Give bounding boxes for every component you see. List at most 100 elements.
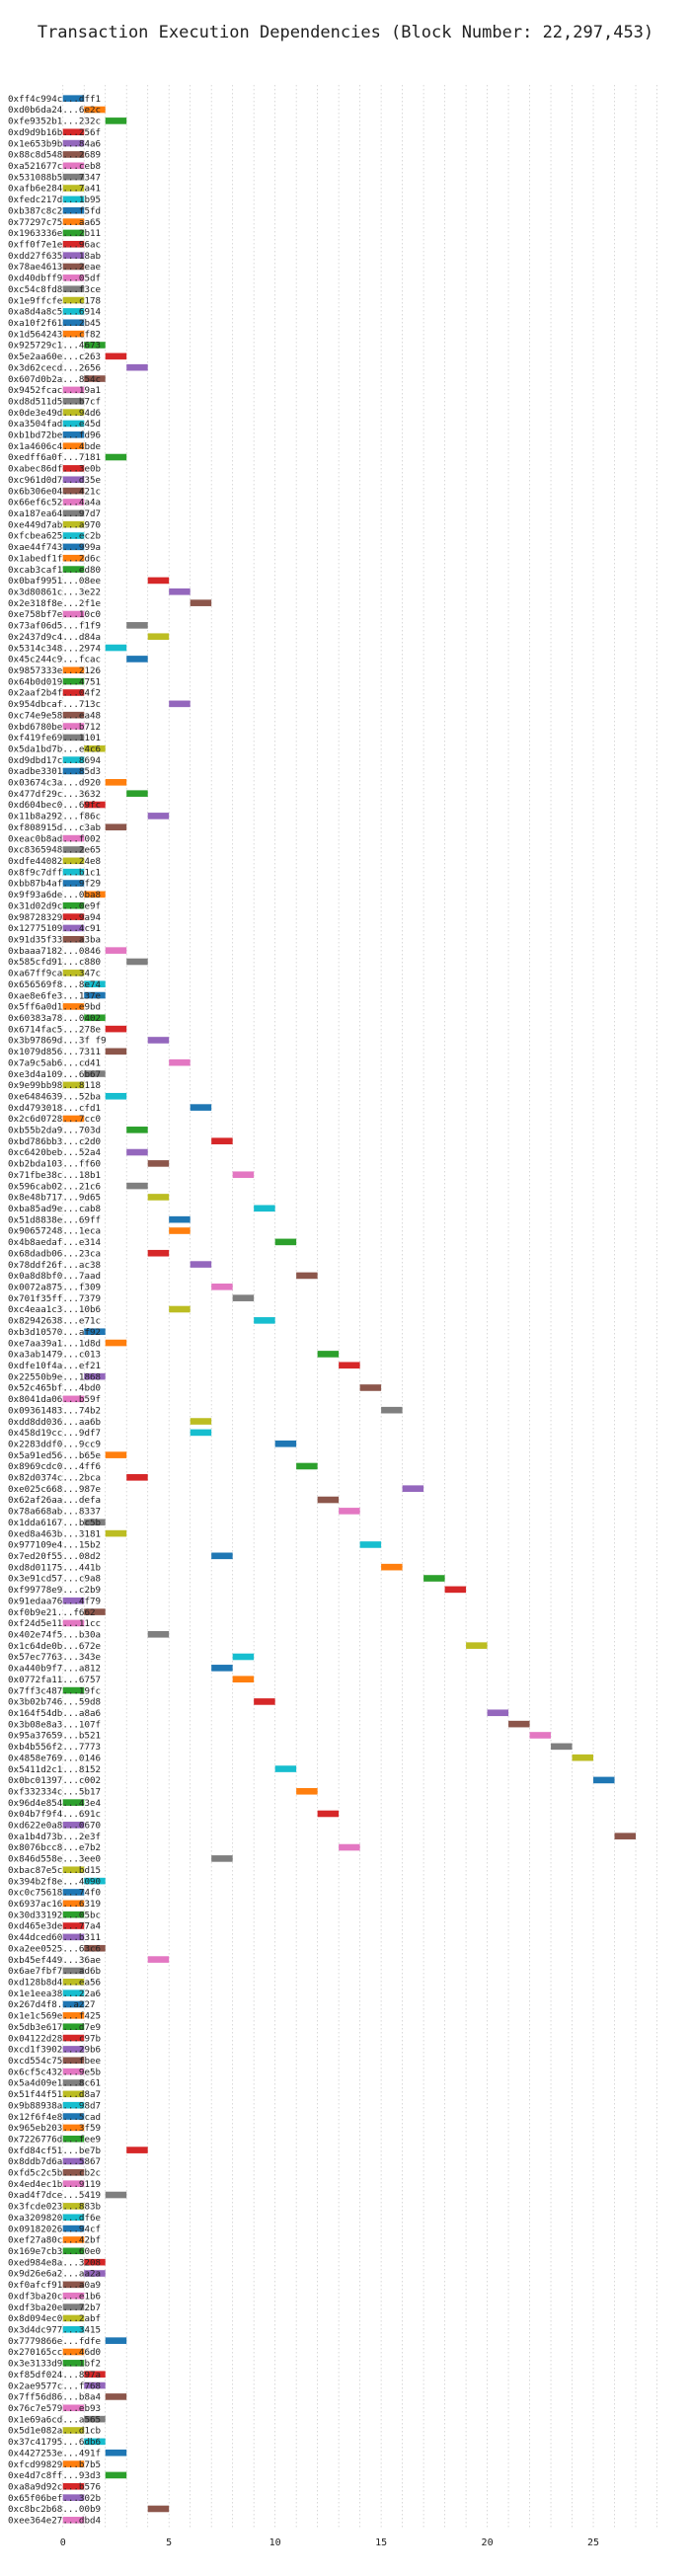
transaction-label: 0x7ff56d86...b8a4 — [8, 2392, 102, 2403]
transaction-bar — [62, 2247, 85, 2255]
transaction-bar — [126, 1127, 148, 1133]
transaction-bar — [62, 1933, 85, 1941]
transaction-bar — [147, 1160, 170, 1167]
transaction-label: 0x45c244c9...fcac — [8, 655, 101, 665]
transaction-bar — [84, 980, 106, 988]
transaction-label: 0x8041da06...b59f — [8, 1394, 101, 1405]
transaction-label: 0xe6484639...52ba — [8, 1091, 101, 1102]
transaction-bar — [126, 656, 148, 663]
transaction-label: 0x4b8aedaf...e314 — [8, 1237, 102, 1248]
transaction-bar — [169, 587, 191, 595]
transaction-bar — [317, 1496, 340, 1504]
transaction-label: 0x596cab02...21c6 — [8, 1181, 101, 1192]
transaction-bar — [84, 1519, 106, 1526]
transaction-label: 0xfcd99829...b7b5 — [8, 2459, 101, 2470]
transaction-bar — [296, 1272, 318, 1280]
transaction-label: 0xa8d4a8c5...6914 — [8, 307, 102, 318]
transaction-bar — [62, 935, 85, 943]
transaction-bar — [62, 465, 85, 472]
transaction-bar — [62, 128, 85, 136]
transaction-label: 0xcab3caf1...ed80 — [8, 565, 101, 576]
transaction-label: 0xc4eaa1c3...10b6 — [8, 1304, 101, 1315]
transaction-label: 0x12f6f4e8...5cad — [8, 2112, 101, 2123]
transaction-label: 0xa3504fad...e45d — [8, 419, 101, 429]
transaction-bar — [147, 1194, 170, 1201]
transaction-label: 0x8d094ec0...2abf — [8, 2313, 101, 2324]
transaction-bar — [147, 1037, 170, 1044]
transaction-label: 0x82d0374c...2bca — [8, 1473, 101, 1484]
transaction-bar — [84, 2438, 106, 2446]
transaction-bar — [62, 868, 85, 876]
grid-lines — [62, 85, 657, 2530]
transaction-bar — [62, 2203, 85, 2210]
transaction-label: 0xfd5c2c5b...cb2c — [8, 2168, 101, 2179]
transaction-bar — [444, 1586, 467, 1594]
transaction-label: 0xa10f2f61...2b45 — [8, 318, 101, 329]
transaction-bar — [190, 1418, 212, 1425]
transaction-label: 0xb387c8c2...f5fd — [8, 205, 101, 216]
transaction-bar — [62, 431, 85, 438]
transaction-bar — [62, 554, 85, 562]
transaction-label: 0x3d80861c...3e22 — [8, 586, 101, 597]
transaction-bar — [147, 577, 170, 585]
transaction-bar — [62, 386, 85, 394]
transaction-bar — [62, 1799, 85, 1806]
transaction-bar — [211, 1283, 233, 1290]
transaction-label: 0x701f35ff...7379 — [8, 1293, 101, 1304]
transaction-label: 0xfe9352b1...232c — [8, 117, 101, 127]
transaction-bar — [62, 1967, 85, 1975]
y-axis-labels: 0xff4c994c...dff10xd0b6da24...6e2c0xfe93… — [8, 94, 107, 2527]
transaction-bar — [62, 2034, 85, 2042]
transaction-label: 0xdfe10f4a...ef21 — [8, 1361, 101, 1371]
transaction-label: 0x09361483...74b2 — [8, 1405, 101, 1416]
transaction-label: 0x9452fcac...19a1 — [8, 385, 101, 396]
transaction-bar — [62, 2079, 85, 2086]
transaction-bar — [317, 1351, 340, 1358]
transaction-bar — [84, 1944, 106, 1952]
transaction-label: 0x76c7e579...eb93 — [8, 2403, 101, 2414]
transaction-bar — [105, 1092, 127, 1100]
transaction-label: 0x6937ac16...6319 — [8, 1899, 101, 1910]
transaction-label: 0x52c465bf...4bd0 — [8, 1383, 101, 1394]
transaction-label: 0x7226776d...fee9 — [8, 2134, 101, 2145]
transaction-bar — [62, 285, 85, 293]
transaction-label: 0x30d33192...05bc — [8, 1910, 101, 1920]
transaction-label: 0xd40dbff9...05df — [8, 273, 101, 284]
transaction-label: 0xa521677c...ceb8 — [8, 161, 101, 172]
transaction-bar — [105, 1339, 127, 1347]
transaction-label: 0x95a37659...b521 — [8, 1731, 101, 1742]
transaction-label: 0x1dda6167...bc5b — [8, 1518, 101, 1528]
transaction-label: 0x90657248...1eca — [8, 1226, 101, 1237]
transaction-label: 0x0baf9951...08ee — [8, 576, 101, 586]
transaction-bar — [105, 2191, 127, 2199]
transaction-bar — [84, 891, 106, 898]
transaction-label: 0xa187ea64...97d7 — [8, 508, 101, 519]
transaction-label: 0x77297c75...aa65 — [8, 217, 101, 228]
x-axis-ticks: 0 5 10 15 20 25 — [60, 2537, 599, 2548]
transaction-label: 0x9e99bb98...8118 — [8, 1080, 101, 1091]
transaction-bar — [274, 1765, 297, 1772]
transaction-bar — [62, 330, 85, 338]
transaction-bar — [62, 442, 85, 449]
transaction-bar — [62, 296, 85, 304]
transaction-bar — [62, 509, 85, 517]
transaction-bar — [62, 1081, 85, 1089]
transaction-bar — [105, 1048, 127, 1055]
x-tick-label: 15 — [375, 2537, 387, 2548]
bar-layer — [62, 95, 637, 2524]
transaction-bar — [62, 1822, 85, 1829]
transaction-bar — [62, 2000, 85, 2008]
transaction-label: 0xf85df024...897a — [8, 2370, 101, 2381]
transaction-label: 0x1079d856...7311 — [8, 1047, 101, 1057]
transaction-bar — [169, 1215, 191, 1223]
transaction-bar — [62, 711, 85, 719]
transaction-label: 0xd465e3de...77a4 — [8, 1921, 102, 1932]
transaction-label: 0x44dced60...b311 — [8, 1932, 101, 1943]
transaction-label: 0x3b97869d...3f f9 — [8, 1036, 107, 1047]
transaction-label: 0x2ae9577c...f768 — [8, 2381, 101, 2391]
transaction-bar — [62, 2460, 85, 2467]
transaction-label: 0x7ed20f55...08d2 — [8, 1551, 101, 1562]
transaction-bar — [105, 2449, 127, 2457]
transaction-label: 0xa3ab1479...c013 — [8, 1350, 101, 1361]
transaction-bar — [62, 2180, 85, 2187]
